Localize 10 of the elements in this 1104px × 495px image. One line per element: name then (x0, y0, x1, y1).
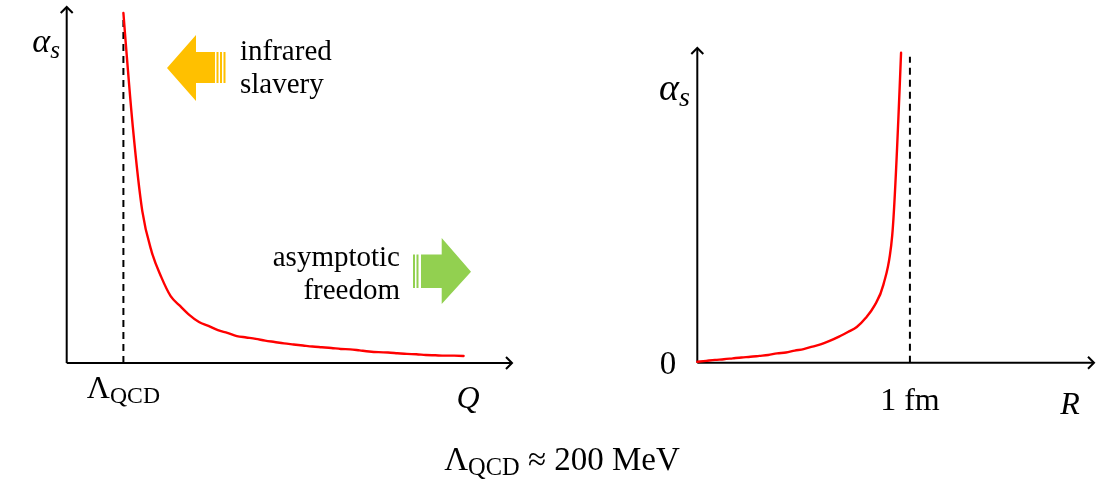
annotation: asymptotic freedom (272, 240, 401, 305)
y-axis-title: α$_{s}$ (32, 22, 61, 63)
text: Λ$_{QCD}$ (86, 369, 160, 409)
text: Λ$_{QCD}$ ≈ 200 MeV (444, 441, 680, 481)
annotation: infrared slavery (240, 34, 333, 99)
x-axis-title: R (1059, 385, 1081, 421)
text: 0 (659, 344, 677, 381)
text: 1 fm (880, 381, 940, 417)
x-axis-title: Q (456, 379, 480, 415)
y-axis-title: α$_{s}$ (659, 66, 691, 113)
